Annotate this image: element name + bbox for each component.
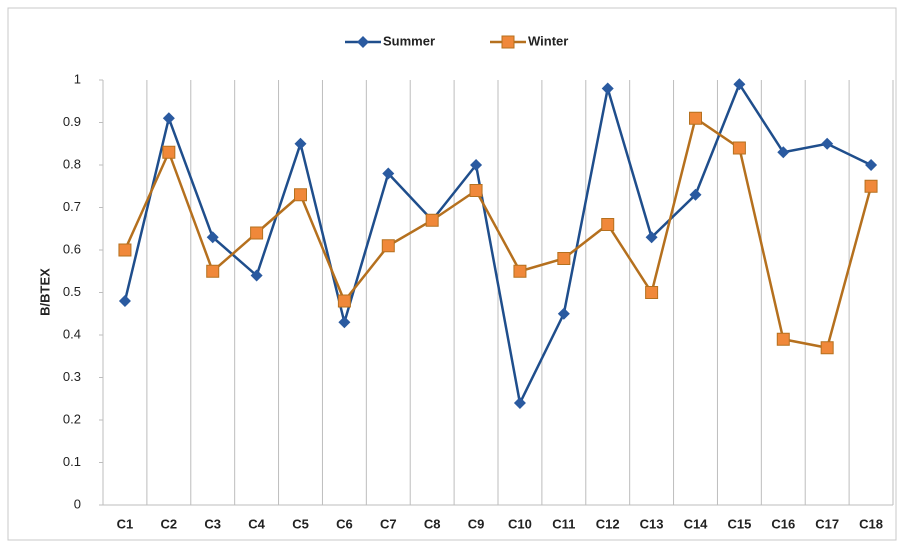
data-point <box>118 243 132 257</box>
data-point <box>557 307 570 320</box>
data-point <box>118 295 131 307</box>
data-point <box>645 286 659 299</box>
data-point <box>821 137 834 150</box>
data-point <box>382 167 395 180</box>
x-tick-label: C17 <box>815 516 839 531</box>
series-line <box>123 116 873 350</box>
y-tick-label: 0.5 <box>63 284 81 299</box>
data-point <box>732 141 746 155</box>
data-point <box>206 264 220 278</box>
legend-label: Summer <box>383 33 435 48</box>
y-tick-label: 0.3 <box>63 369 81 384</box>
data-point <box>601 218 615 231</box>
data-point <box>865 159 878 171</box>
y-tick-label: 0.7 <box>63 199 81 214</box>
x-tick-label: C7 <box>380 516 397 531</box>
data-point <box>469 184 483 197</box>
data-point <box>733 78 746 91</box>
legend-marker <box>501 35 515 49</box>
series-line <box>123 81 872 407</box>
y-tick-label: 0.8 <box>63 156 81 171</box>
x-tick-label: C6 <box>336 516 353 531</box>
x-tick-label: C10 <box>508 516 532 531</box>
legend-label: Winter <box>528 33 568 48</box>
x-tick-label: C2 <box>161 516 178 531</box>
x-tick-label: C16 <box>771 516 795 531</box>
data-point <box>206 231 219 244</box>
chart-frame <box>7 7 897 541</box>
x-tick-label: C18 <box>859 516 883 531</box>
data-point <box>601 82 614 95</box>
x-tick-label: C5 <box>292 516 309 531</box>
x-tick-label: C14 <box>684 516 709 531</box>
x-tick-label: C11 <box>552 516 575 531</box>
x-tick-label: C4 <box>248 516 265 531</box>
y-tick-label: 0.1 <box>63 454 81 469</box>
x-tick-label: C9 <box>468 516 485 531</box>
x-tick-label: C15 <box>727 516 751 531</box>
x-tick-label: C3 <box>204 516 221 531</box>
data-point <box>513 397 526 409</box>
x-tick-label: C13 <box>640 516 664 531</box>
y-tick-label: 0 <box>74 496 81 511</box>
y-tick-label: 0.2 <box>63 411 81 426</box>
data-point <box>250 226 264 240</box>
data-point <box>294 137 307 150</box>
x-tick-label: C12 <box>596 516 620 531</box>
data-point <box>337 294 351 308</box>
x-tick-label: C1 <box>117 516 134 531</box>
data-point <box>513 264 527 278</box>
y-axis-label: B/BTEX <box>37 268 52 316</box>
legend-marker <box>357 36 369 48</box>
data-point <box>820 341 834 355</box>
data-point <box>162 112 175 125</box>
data-point <box>557 252 571 265</box>
data-point <box>645 231 658 244</box>
y-tick-label: 0.4 <box>63 326 81 341</box>
data-point <box>425 213 439 227</box>
data-point <box>250 269 263 282</box>
data-point <box>689 188 702 201</box>
x-tick-label: C8 <box>424 516 441 531</box>
data-point <box>864 179 878 193</box>
y-tick-label: 1 <box>74 71 81 86</box>
data-point <box>381 239 395 253</box>
data-point <box>777 146 790 159</box>
data-point <box>470 159 483 171</box>
data-point <box>162 145 176 159</box>
y-tick-label: 0.9 <box>63 114 81 129</box>
data-point <box>338 316 351 329</box>
data-point <box>294 188 307 202</box>
y-tick-label: 0.6 <box>63 241 81 256</box>
data-point <box>776 332 790 346</box>
data-point <box>689 111 702 125</box>
